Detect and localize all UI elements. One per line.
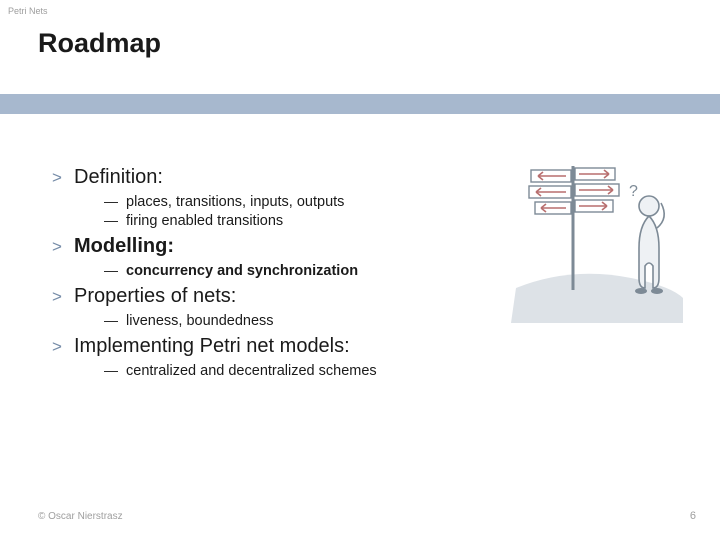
chevron-marker: > [52, 237, 74, 257]
page-number: 6 [690, 510, 696, 522]
sub-list: —liveness, boundedness [104, 312, 492, 329]
dash-marker: — [104, 193, 126, 209]
sub-list-item-label: liveness, boundedness [126, 313, 274, 329]
sub-list-item: —liveness, boundedness [104, 312, 492, 329]
sub-list-item: —concurrency and synchronization [104, 262, 492, 279]
content-list: >Definition:—places, transitions, inputs… [52, 160, 492, 381]
sub-list-item-label: places, transitions, inputs, outputs [126, 194, 344, 210]
sub-list-item-label: centralized and decentralized schemes [126, 363, 377, 379]
sub-list-item-label: concurrency and synchronization [126, 263, 358, 279]
list-item-label: Implementing Petri net models: [74, 335, 350, 358]
chevron-marker: > [52, 337, 74, 357]
dash-marker: — [104, 362, 126, 378]
sub-list-item-label: firing enabled transitions [126, 213, 283, 229]
chevron-marker: > [52, 168, 74, 188]
sub-list: —places, transitions, inputs, outputs—fi… [104, 193, 492, 229]
list-item: >Implementing Petri net models: [52, 335, 492, 358]
list-item-label: Definition: [74, 166, 163, 189]
list-item-label: Modelling: [74, 235, 174, 258]
list-item: >Modelling: [52, 235, 492, 258]
sub-list-item: —firing enabled transitions [104, 212, 492, 229]
accent-bar [0, 94, 720, 114]
slide-title: Roadmap [38, 28, 161, 59]
sub-list-item: —centralized and decentralized schemes [104, 362, 492, 379]
dash-marker: — [104, 262, 126, 278]
list-item: >Properties of nets: [52, 285, 492, 308]
signpost-illustration: ? [511, 148, 686, 323]
header-label: Petri Nets [8, 6, 48, 16]
chevron-marker: > [52, 287, 74, 307]
sub-list: —concurrency and synchronization [104, 262, 492, 279]
slide: Petri Nets Roadmap >Definition:—places, … [0, 0, 720, 540]
list-item: >Definition: [52, 166, 492, 189]
list-item-label: Properties of nets: [74, 285, 236, 308]
dash-marker: — [104, 312, 126, 328]
footer-copyright: © Oscar Nierstrasz [38, 511, 123, 522]
dash-marker: — [104, 212, 126, 228]
sub-list: —centralized and decentralized schemes [104, 362, 492, 379]
sub-list-item: —places, transitions, inputs, outputs [104, 193, 492, 210]
svg-text:?: ? [629, 183, 638, 200]
